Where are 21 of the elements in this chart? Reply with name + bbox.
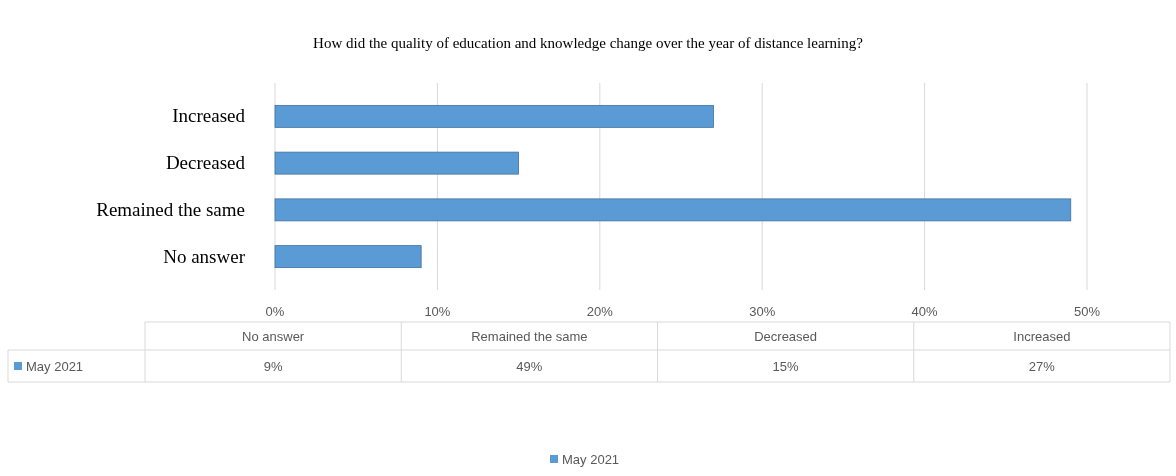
category-label: No answer (242, 329, 305, 344)
text: 15% (772, 359, 800, 374)
y-tick-label: Increased (172, 105, 246, 127)
category-label: Decreased (754, 329, 818, 344)
text: 27% (1028, 359, 1056, 374)
text: 49% (516, 359, 543, 374)
category-label: Increased (1013, 329, 1071, 344)
text: 9% (263, 359, 283, 374)
x-tick-label: 10% (424, 304, 451, 319)
y-tick-label: No answer (163, 245, 246, 267)
x-tick-label: 30% (749, 304, 776, 319)
category-label: Remained the same (471, 329, 588, 344)
x-tick-label: 50% (1073, 304, 1101, 319)
y-tick-label: Decreased (165, 152, 246, 174)
x-tick-label: 0% (265, 304, 285, 319)
x-tick-label: 40% (911, 304, 939, 319)
chart-title: How did the quality of education and knowledge change over the year of distance learning? (313, 35, 864, 51)
y-tick-label: Remained the same (96, 198, 245, 220)
text: May 2021 (26, 359, 84, 374)
legend-label: May 2021 (562, 452, 620, 467)
x-tick-label: 20% (586, 304, 614, 319)
